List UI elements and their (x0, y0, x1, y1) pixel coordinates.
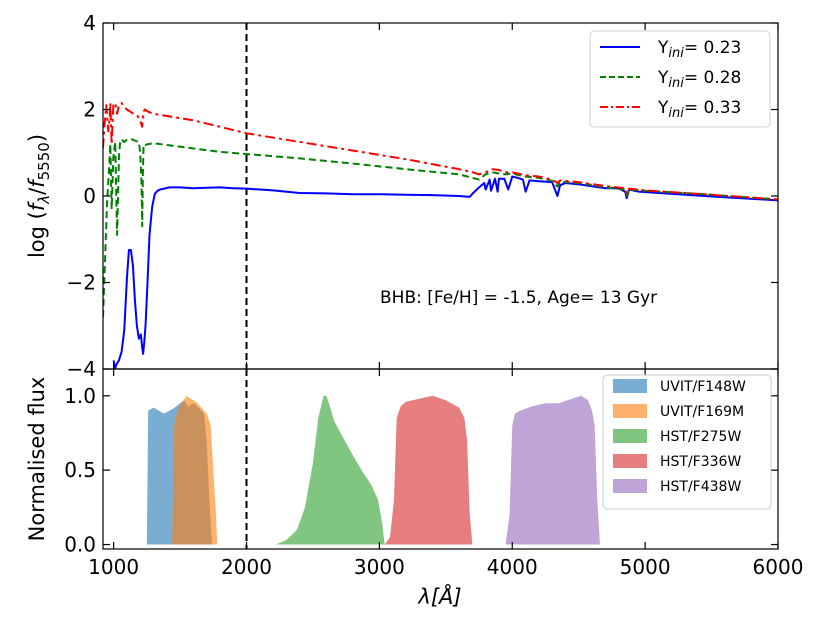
top-y-ticks: −4 −2 0 2 4 (67, 11, 778, 381)
legend-label-2: Yini= 0.28 (657, 68, 741, 91)
bottom-y-ticks: 0.0 0.5 1.0 (64, 384, 778, 557)
legend-swatch-2 (613, 404, 647, 418)
xtick-label: 2000 (221, 555, 272, 579)
legend-filter-label-1: UVIT/F148W (660, 379, 746, 395)
series-line-1 (112, 175, 778, 369)
legend-filter-label-3: HST/F275W (660, 429, 741, 445)
top-ytick-label: −4 (67, 357, 96, 381)
x-axis-label: λ[Å] (417, 583, 461, 609)
bottom-filter-panel: 0.0 0.5 1.0 1000 2000 3000 4000 5000 6000 Norma… (25, 368, 803, 609)
top-ytick-label: 4 (83, 11, 96, 35)
filter-area-4 (384, 395, 473, 545)
xtick-label: 1000 (88, 555, 139, 579)
top-ytick-label: −2 (67, 271, 96, 295)
series-line-2 (103, 137, 778, 318)
bottom-plot-frame (102, 368, 779, 550)
top-ytick-label: 0 (83, 184, 96, 208)
bottom-x-ticks: 1000 2000 3000 4000 5000 6000 (88, 369, 803, 579)
filter-area-3 (275, 395, 385, 545)
bottom-ytick-label: 1.0 (64, 384, 96, 408)
legend-label-3: Yini= 0.33 (657, 98, 741, 121)
bottom-ytick-label: 0.0 (64, 533, 96, 557)
bottom-ytick-label: 0.5 (64, 458, 96, 482)
top-x-ticks (113, 23, 779, 369)
top-y-axis-label: log (fλ/f5550) (25, 134, 53, 258)
legend-swatch-3 (613, 429, 647, 443)
top-legend-box (589, 30, 771, 128)
legend-label-1: Yini= 0.23 (657, 38, 741, 61)
bottom-y-axis-label: Normalised flux (25, 377, 49, 542)
legend-swatch-5 (613, 479, 647, 493)
top-ytick-label: 2 (83, 98, 96, 122)
xtick-label: 5000 (620, 555, 671, 579)
bottom-legend: UVIT/F148W UVIT/F169M HST/F275W HST/F336W HS… (602, 374, 772, 510)
top-legend: Yini= 0.23 Yini= 0.28 Yini= 0.33 (589, 30, 771, 128)
legend-filter-label-2: UVIT/F169M (660, 404, 744, 420)
top-series-group (103, 102, 778, 369)
legend-swatch-4 (613, 454, 647, 468)
filter-area-2 (172, 395, 218, 545)
xtick-label: 4000 (487, 555, 538, 579)
series-line-3 (103, 102, 778, 201)
xtick-label: 6000 (753, 555, 804, 579)
chart-annotation: BHB: [Fe/H] = -1.5, Age= 13 Gyr (380, 288, 657, 308)
legend-filter-label-4: HST/F336W (660, 454, 741, 470)
bottom-series-group (146, 395, 600, 545)
legend-filter-label-5: HST/F438W (660, 479, 741, 495)
legend-swatch-1 (613, 379, 647, 393)
xtick-label: 3000 (354, 555, 405, 579)
filter-area-5 (505, 395, 600, 545)
